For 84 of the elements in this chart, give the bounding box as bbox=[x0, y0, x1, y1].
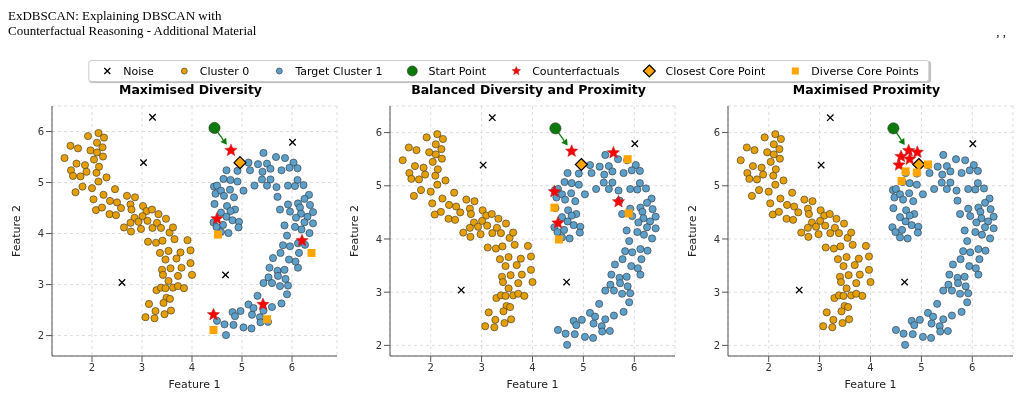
y-tick-label: 2 bbox=[375, 339, 382, 351]
point bbox=[547, 184, 561, 198]
y-tick-label: 6 bbox=[375, 127, 382, 139]
point bbox=[551, 216, 565, 229]
y-tick-label: 2 bbox=[37, 330, 44, 342]
x-tick-label: 6 bbox=[631, 362, 638, 374]
text: ExDBSCAN: Explaining DBSCAN with Counterfactual Reasoning - Additional Material bbox=[8, 8, 257, 38]
y-axis-title: Feature 2 bbox=[347, 204, 361, 258]
x-tick-label: 6 bbox=[969, 362, 976, 374]
point bbox=[139, 158, 148, 167]
x-tick-label: 4 bbox=[188, 362, 196, 374]
legend-label: Start Point bbox=[428, 64, 487, 78]
point bbox=[307, 248, 316, 257]
x-tick-label: 6 bbox=[288, 362, 296, 374]
y-tick-label: 3 bbox=[37, 279, 44, 291]
x-axis-title: Feature 1 bbox=[844, 378, 897, 391]
y-tick-label: 4 bbox=[37, 228, 44, 240]
point bbox=[574, 157, 588, 172]
y-tick-label: 4 bbox=[375, 233, 382, 245]
y-tick-label: 4 bbox=[713, 233, 720, 245]
y-tick-label: 3 bbox=[713, 286, 720, 298]
point bbox=[910, 145, 924, 158]
point bbox=[479, 161, 487, 169]
point bbox=[795, 286, 804, 294]
x-tick-label: 3 bbox=[478, 362, 485, 374]
x-axis-title: Feature 1 bbox=[506, 378, 559, 391]
point bbox=[892, 158, 906, 171]
point bbox=[817, 161, 825, 169]
point bbox=[630, 139, 639, 148]
point bbox=[968, 139, 977, 148]
point bbox=[826, 113, 835, 122]
text: , , bbox=[996, 24, 1006, 40]
point bbox=[606, 146, 620, 159]
chart-title: Balanced Diversity and Proximity bbox=[410, 82, 647, 99]
chart-title: Maximised Diversity bbox=[117, 82, 264, 99]
legend-label: Noise bbox=[123, 64, 154, 78]
point bbox=[118, 278, 126, 287]
point bbox=[288, 138, 297, 147]
point bbox=[554, 235, 563, 244]
legend-label: Target Cluster 1 bbox=[295, 64, 383, 78]
x-tick-label: 4 bbox=[529, 362, 536, 374]
point bbox=[887, 122, 900, 135]
x-tick-label: 5 bbox=[918, 362, 925, 374]
y-tick-label: 5 bbox=[375, 180, 382, 192]
point bbox=[457, 286, 466, 294]
point bbox=[295, 233, 309, 247]
point bbox=[207, 307, 220, 321]
point bbox=[208, 122, 221, 134]
x-tick-label: 3 bbox=[816, 362, 823, 374]
y-tick-label: 6 bbox=[713, 127, 720, 139]
y-tick-label: 2 bbox=[713, 339, 720, 351]
point bbox=[148, 113, 157, 122]
x-tick-label: 2 bbox=[765, 362, 772, 374]
point bbox=[488, 113, 497, 122]
x-tick-label: 5 bbox=[238, 362, 246, 374]
x-tick-label: 4 bbox=[867, 362, 874, 374]
x-axis-title: Feature 1 bbox=[168, 378, 221, 391]
y-tick-label: 3 bbox=[375, 286, 382, 298]
legend-label: Closest Core Point bbox=[665, 64, 766, 78]
point bbox=[900, 278, 909, 286]
point bbox=[562, 278, 571, 286]
point bbox=[224, 143, 238, 156]
point bbox=[210, 212, 224, 225]
y-axis-title: Feature 2 bbox=[9, 204, 23, 258]
point bbox=[549, 122, 562, 135]
x-tick-label: 5 bbox=[580, 362, 587, 374]
y-tick-label: 6 bbox=[37, 126, 44, 138]
y-tick-label: 5 bbox=[37, 177, 44, 189]
point bbox=[221, 271, 230, 279]
point bbox=[256, 297, 270, 310]
x-tick-label: 2 bbox=[88, 362, 96, 374]
chart-title: Maximised Proximity bbox=[791, 82, 942, 99]
x-tick-label: 2 bbox=[427, 362, 434, 374]
point bbox=[233, 156, 247, 170]
y-tick-label: 5 bbox=[713, 180, 720, 192]
point bbox=[209, 325, 218, 334]
legend-label: Cluster 0 bbox=[199, 64, 250, 78]
legend-label: Counterfactuals bbox=[532, 64, 620, 78]
legend-label: Diverse Core Points bbox=[811, 64, 919, 78]
x-tick-label: 3 bbox=[138, 362, 146, 374]
y-axis-title: Feature 2 bbox=[685, 204, 699, 258]
point bbox=[624, 209, 633, 218]
point bbox=[565, 144, 579, 157]
point bbox=[903, 152, 917, 165]
